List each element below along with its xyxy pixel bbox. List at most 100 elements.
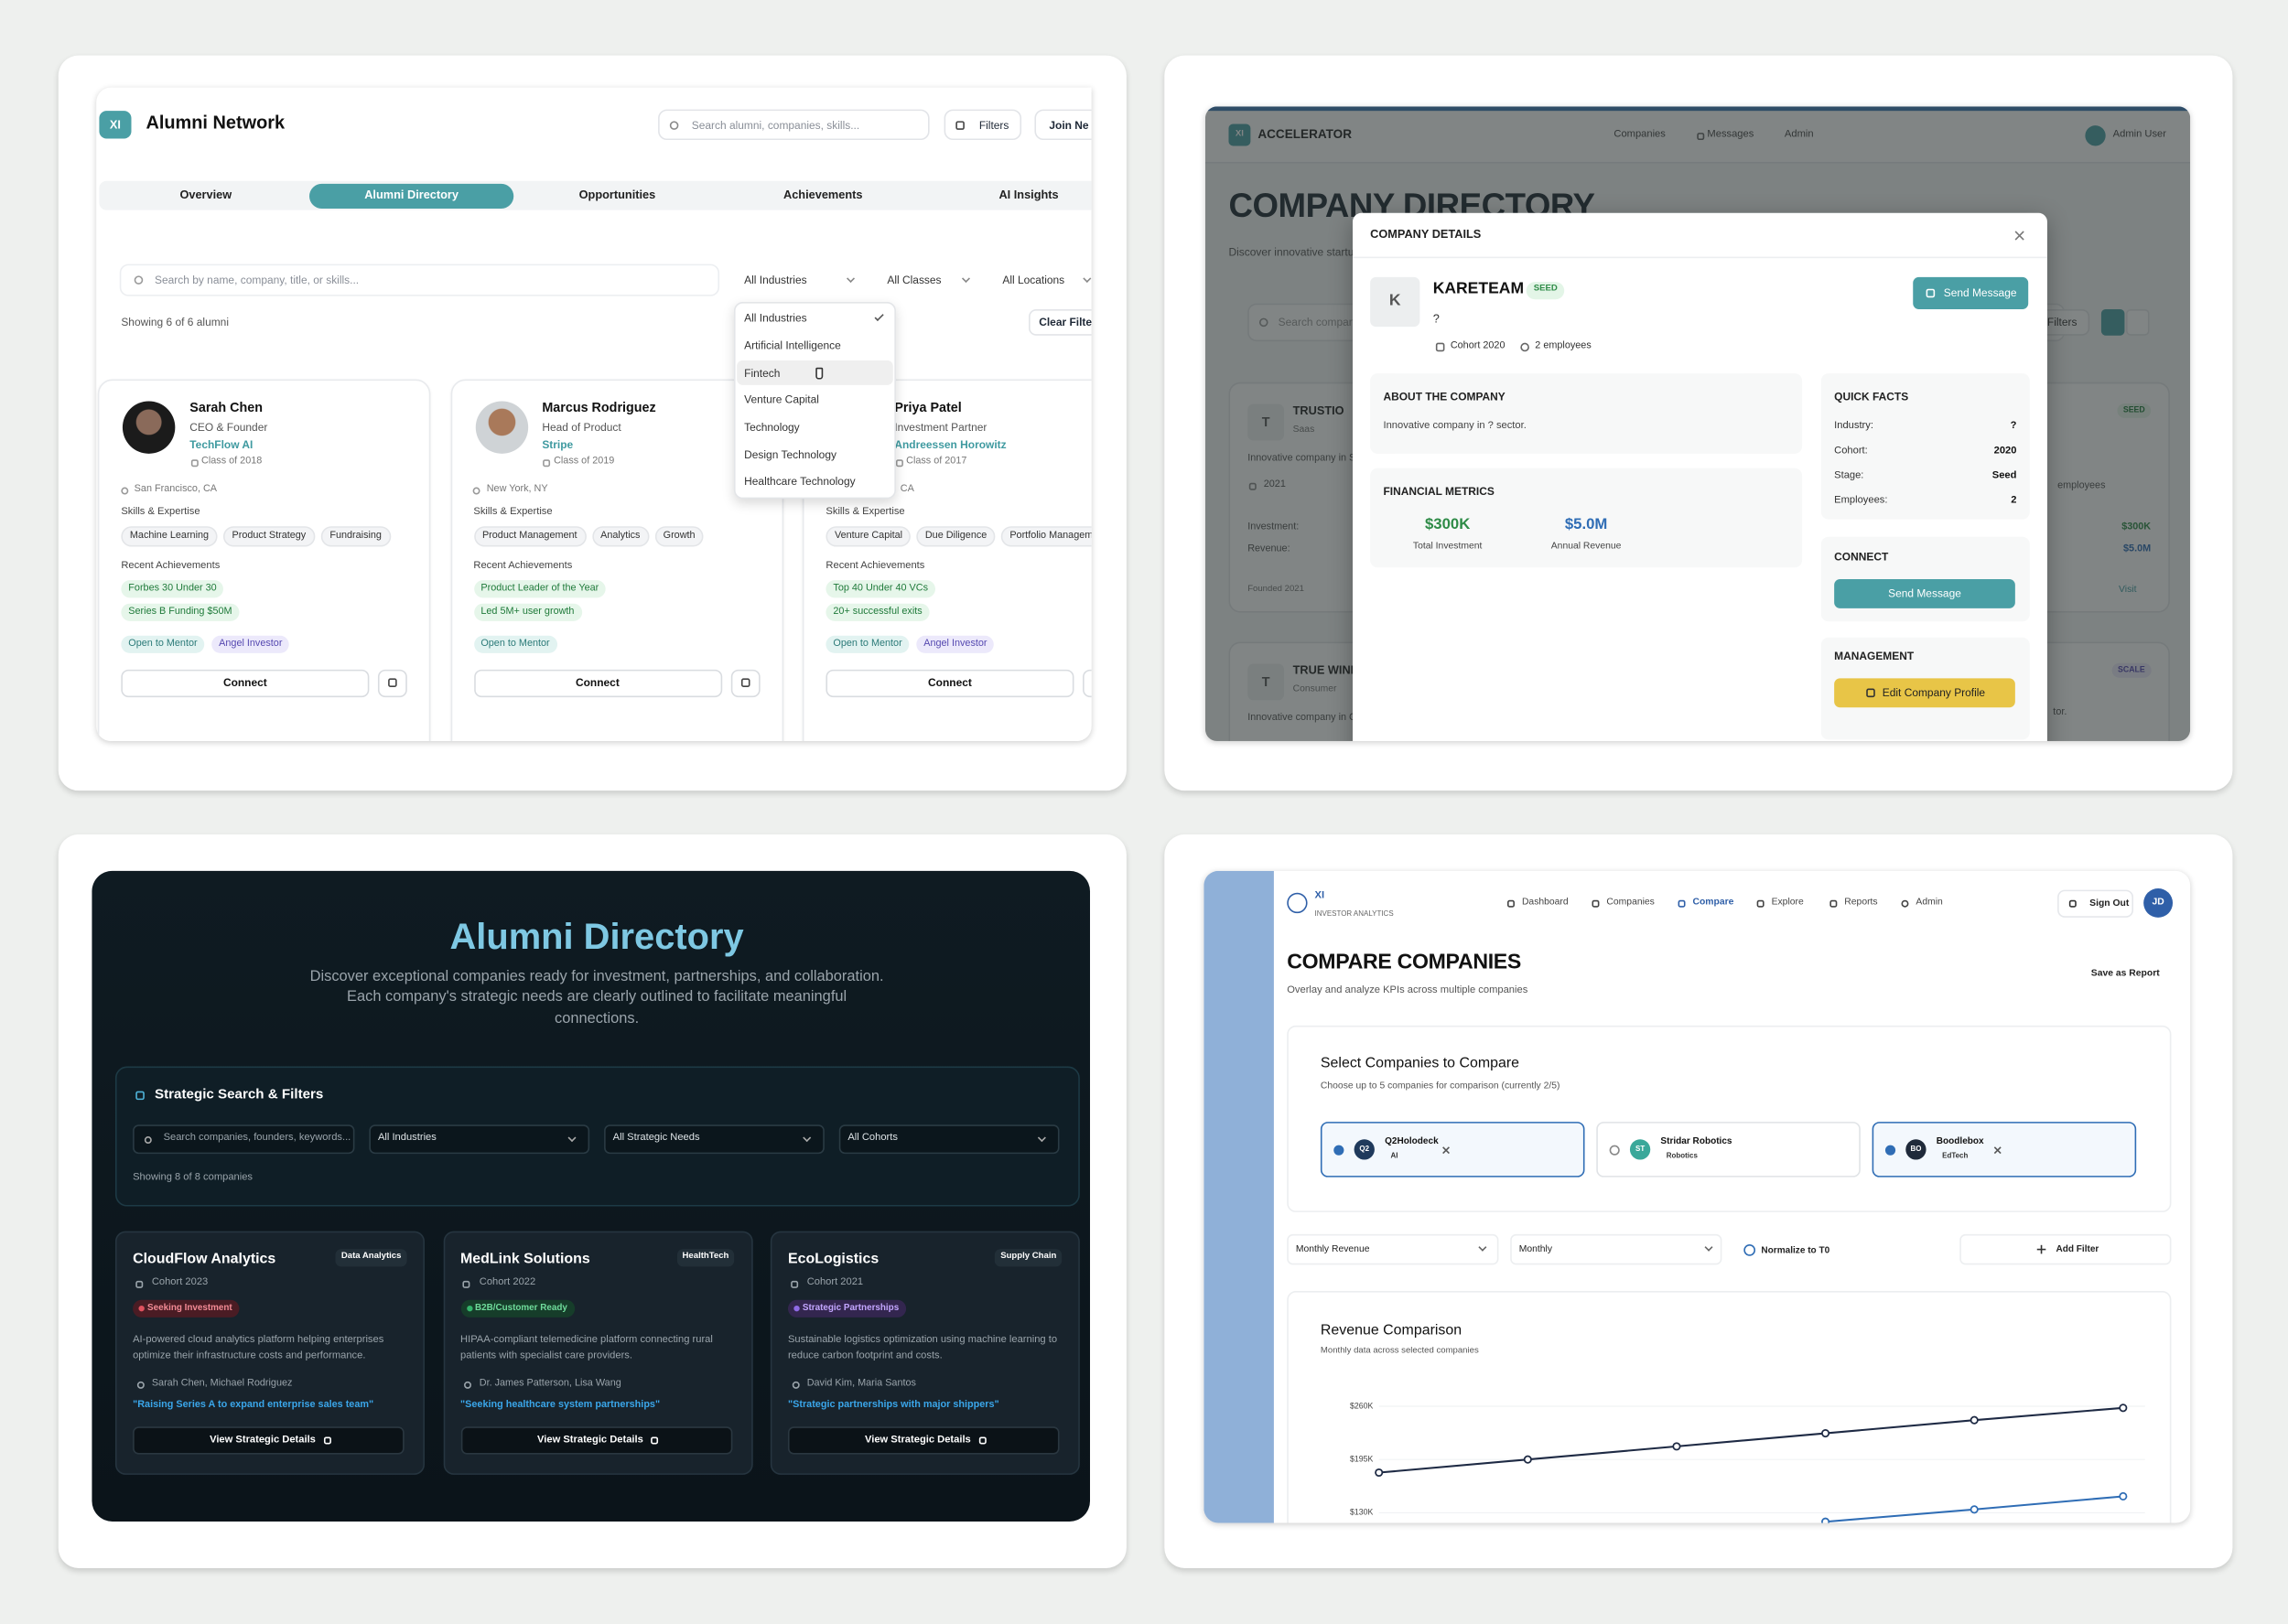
chart-subtitle: Monthly data across selected companies	[1320, 1347, 1479, 1356]
send-message-label[interactable]: Send Message	[1888, 586, 1961, 600]
external-link-button[interactable]	[377, 669, 407, 697]
connect-button[interactable]	[121, 669, 370, 697]
user-avatar[interactable]	[2143, 887, 2174, 918]
edit-profile-button[interactable]	[1834, 678, 2015, 708]
join-button[interactable]	[1034, 109, 1092, 141]
connect-label[interactable]: Connect	[928, 675, 972, 690]
dropdown-option[interactable]: All Industries	[744, 311, 807, 325]
dropdown-option[interactable]: Technology	[744, 420, 800, 435]
tag-chip: Angel Investor	[211, 634, 290, 653]
icon	[791, 1381, 799, 1389]
icon	[669, 121, 679, 130]
connect-label[interactable]: Connect	[222, 675, 267, 690]
period-select[interactable]	[1510, 1233, 1722, 1265]
dropdown-option[interactable]: Venture Capital	[744, 393, 819, 406]
section-title: ABOUT THE COMPANY	[1383, 390, 1506, 403]
company-option[interactable]	[1596, 1122, 1861, 1178]
tab[interactable]: Alumni Directory	[364, 188, 459, 202]
tab[interactable]: Achievements	[782, 188, 863, 202]
connect-button[interactable]	[826, 669, 1074, 697]
view-details-label[interactable]: View Strategic Details	[537, 1434, 643, 1445]
view-details-label[interactable]: View Strategic Details	[210, 1434, 316, 1445]
send-message-button[interactable]	[1834, 578, 2015, 608]
edit-profile-label[interactable]: Edit Company Profile	[1882, 685, 1986, 700]
filter-select[interactable]	[369, 1124, 590, 1155]
sign-out-label[interactable]: Sign Out	[2089, 898, 2130, 909]
filter-select[interactable]: All Locations	[1002, 273, 1065, 286]
company-name: EcoLogistics	[787, 1251, 880, 1268]
directory-search-placeholder: Search by name, company, title, or skill…	[155, 273, 360, 286]
filter-select[interactable]	[604, 1124, 825, 1155]
connect-label[interactable]: Connect	[575, 675, 620, 690]
series-line	[1378, 1406, 2123, 1474]
data-point	[1672, 1442, 1681, 1451]
category-badge: Data Analytics	[335, 1249, 407, 1266]
app-window: XIACCELERATORCompaniesMessagesAdminAdmin…	[1204, 106, 2191, 741]
directory-search[interactable]	[119, 263, 720, 296]
data-point	[1821, 1517, 1830, 1523]
achievement-chip: Product Leader of the Year	[473, 580, 607, 599]
send-message-button[interactable]	[1913, 276, 2029, 310]
normalize-checkbox[interactable]	[1743, 1244, 1756, 1256]
sign-out-button[interactable]	[2057, 889, 2133, 918]
tag-chip: Angel Investor	[916, 634, 995, 653]
external-link-button[interactable]	[1083, 669, 1092, 697]
section-title: MANAGEMENT	[1834, 650, 1915, 663]
nav-link[interactable]: Reports	[1844, 897, 1878, 908]
nav-link[interactable]: Companies	[1606, 897, 1655, 908]
search-input[interactable]	[133, 1124, 355, 1155]
view-details-label[interactable]: View Strategic Details	[864, 1434, 971, 1445]
selection-indicator	[1608, 1144, 1619, 1155]
view-details-button[interactable]	[133, 1426, 405, 1455]
view-details-button[interactable]	[460, 1426, 732, 1455]
nav-link[interactable]: Compare	[1692, 897, 1734, 908]
connect-button[interactable]	[473, 669, 722, 697]
dropdown-option[interactable]: Healthcare Technology	[744, 474, 856, 489]
skill-chip: Analytics	[591, 526, 650, 548]
send-message-label[interactable]: Send Message	[1943, 285, 2017, 300]
filter-select[interactable]	[838, 1124, 1060, 1155]
achievements-label: Recent Achievements	[473, 561, 573, 572]
company-cohort: Cohort 2022	[479, 1277, 536, 1288]
nav-link[interactable]: Dashboard	[1521, 897, 1569, 908]
results-count: Showing 6 of 6 alumni	[121, 315, 229, 329]
status-dot	[793, 1305, 800, 1312]
filter-select[interactable]: All Industries	[744, 273, 807, 286]
alumni-company: Andreessen Horowitz	[894, 437, 1007, 452]
tab[interactable]: AI Insights	[998, 188, 1059, 202]
clear-filters-button[interactable]	[1029, 309, 1092, 336]
icon	[1591, 898, 1599, 907]
filter-select-label: All Strategic Needs	[612, 1133, 700, 1144]
nav-link[interactable]: Explore	[1771, 897, 1804, 908]
add-filter-button[interactable]	[1959, 1233, 2172, 1265]
save-report-button[interactable]: Save as Report	[2090, 968, 2160, 979]
icon	[978, 1436, 987, 1445]
icon	[190, 458, 199, 467]
data-point	[2119, 1404, 2128, 1413]
nav-link[interactable]: Admin	[1916, 897, 1943, 908]
company-name: Boodlebox	[1936, 1136, 1984, 1147]
page-description: Discover exceptional companies ready for…	[309, 968, 884, 1027]
dropdown-option[interactable]: Fintech	[744, 365, 781, 380]
dropdown-option[interactable]: Artificial Intelligence	[744, 339, 841, 352]
achievement-chip: Top 40 Under 40 VCs	[826, 580, 936, 599]
tab[interactable]: Overview	[179, 188, 232, 202]
alumni-role: Head of Product	[542, 420, 621, 435]
external-link-button[interactable]	[729, 669, 760, 697]
alumni-location: New York, NY	[486, 483, 548, 495]
view-details-button[interactable]	[787, 1426, 1060, 1455]
logo-text: XI	[109, 117, 121, 131]
modal-divider	[1352, 256, 2047, 259]
metric-select[interactable]	[1287, 1233, 1499, 1265]
tab[interactable]: Opportunities	[578, 188, 656, 202]
section-title: CONNECT	[1834, 550, 1889, 564]
search-input[interactable]	[658, 109, 930, 141]
select-title: Select Companies to Compare	[1320, 1055, 1520, 1072]
filters-button[interactable]	[944, 109, 1022, 141]
dropdown-option[interactable]: Design Technology	[744, 447, 836, 461]
clear-filters-label: Clear Filte	[1039, 315, 1092, 329]
fact-value: ?	[2010, 421, 2017, 432]
company-name: CloudFlow Analytics	[133, 1251, 276, 1268]
company-sector: Robotics	[1666, 1152, 1698, 1161]
filter-select[interactable]: All Classes	[887, 273, 942, 286]
